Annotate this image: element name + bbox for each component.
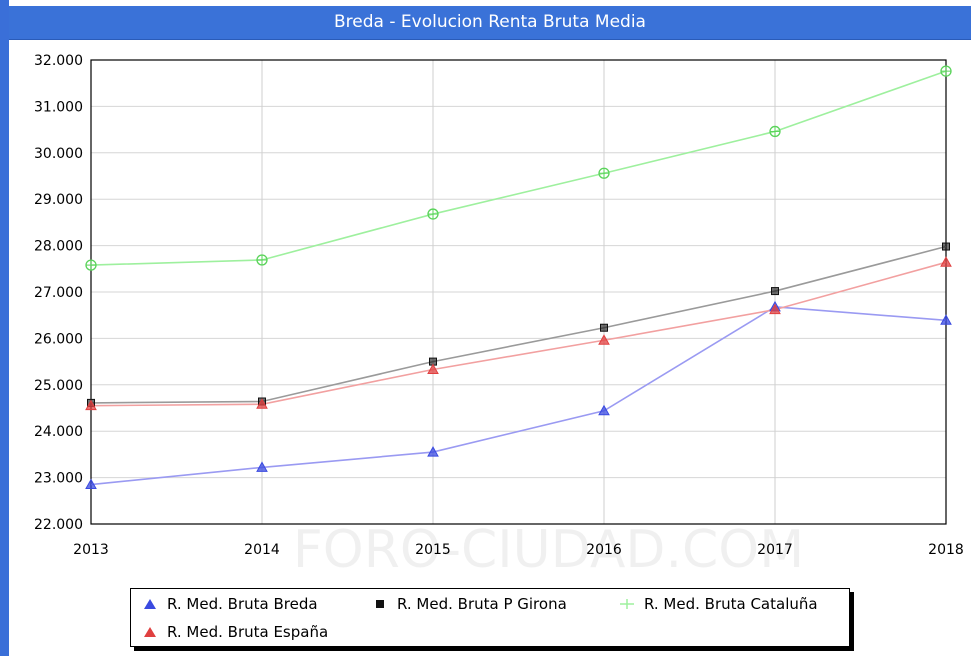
- legend-label: R. Med. Bruta P Girona: [397, 595, 567, 613]
- series-1-point: [600, 323, 608, 332]
- y-tick-label: 29.000: [34, 192, 83, 208]
- legend-label: R. Med. Bruta Breda: [167, 595, 318, 613]
- y-tick-label: 26.000: [34, 331, 83, 347]
- x-tick-label: 2013: [73, 542, 109, 558]
- series-1-point: [942, 242, 950, 251]
- series-3-point: [769, 303, 781, 315]
- chart-legend: R. Med. Bruta Breda R. Med. Bruta P Giron…: [130, 588, 850, 647]
- y-tick-label: 30.000: [34, 146, 83, 162]
- y-tick-label: 24.000: [34, 424, 83, 440]
- square-marker-icon: [371, 597, 389, 611]
- legend-item: R. Med. Bruta P Girona: [371, 594, 567, 614]
- series-line-1: [90, 245, 947, 404]
- y-tick-label: 22.000: [34, 517, 83, 533]
- series-line-3: [90, 261, 947, 407]
- series-3-point: [85, 399, 97, 411]
- series-line-0: [90, 306, 947, 486]
- triangle-marker-icon: [141, 625, 159, 639]
- series-1-point: [771, 287, 779, 296]
- series-0-point: [940, 314, 952, 325]
- legend-item: R. Med. Bruta Cataluña: [618, 594, 818, 614]
- legend-item: R. Med. Bruta España: [141, 622, 328, 642]
- x-tick-label: 2016: [586, 542, 622, 558]
- series-line-2: [90, 70, 947, 266]
- series-0-point: [598, 404, 610, 416]
- series-0-point: [427, 446, 439, 457]
- legend-label: R. Med. Bruta Cataluña: [644, 595, 818, 613]
- y-tick-label: 28.000: [34, 239, 83, 255]
- x-tick-label: 2015: [415, 542, 451, 558]
- circle-marker-icon: [618, 597, 636, 611]
- watermark: FORO-CIUDAD.COM: [293, 520, 804, 580]
- plot-border: [90, 59, 947, 525]
- series-3-point: [427, 363, 439, 374]
- series-0-point: [85, 478, 97, 490]
- series-3-point: [598, 334, 610, 345]
- y-tick-label: 27.000: [34, 285, 83, 301]
- y-tick-label: 23.000: [34, 471, 83, 487]
- chart-title: Breda - Evolucion Renta Bruta Media: [9, 6, 971, 40]
- window-frame: [0, 0, 9, 656]
- triangle-marker-icon: [141, 597, 159, 611]
- y-tick-label: 31.000: [34, 99, 83, 115]
- series-0-point: [256, 461, 268, 472]
- y-tick-label: 25.000: [34, 378, 83, 394]
- series-3-point: [256, 398, 268, 409]
- x-tick-label: 2017: [757, 542, 793, 558]
- series-3-point: [940, 256, 952, 267]
- x-tick-label: 2014: [244, 542, 280, 558]
- x-tick-label: 2018: [928, 542, 964, 558]
- y-tick-label: 32.000: [34, 53, 83, 69]
- legend-item: R. Med. Bruta Breda: [141, 594, 318, 614]
- legend-label: R. Med. Bruta España: [167, 623, 329, 641]
